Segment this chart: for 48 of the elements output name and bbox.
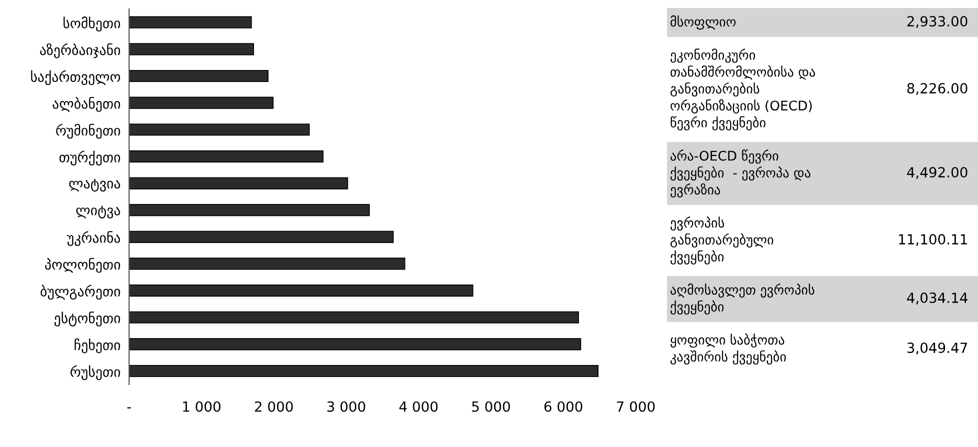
bar [129,204,370,216]
bar [129,70,268,82]
y-tick-label: თურქეთი [60,150,120,166]
y-tick-label: ლიტვა [76,206,120,218]
text: 11,100.11 [899,234,967,246]
y-tick-label: ალბანეთი [52,96,120,112]
y-tick-label: ბულგარეთი [40,284,120,300]
text: 3,049.47 [907,342,968,354]
x-tick-label: 2 000 [254,401,293,412]
y-tick-label: ესტონეთი [54,312,120,326]
text: ევროპის განვითარებული ქვეყნები [670,216,774,264]
text: აღმოსავლეთ ევროპის ქვეყნები [670,283,814,315]
bar [129,177,348,190]
text: 4,034.14 [907,292,968,304]
bar [129,364,598,378]
text: მსოფლიო [670,15,736,30]
bar [129,230,394,243]
y-tick-label: საქართველო [31,70,120,86]
text: ყოფილი საბჭოთა კავშირის ქვეყნები [670,333,786,365]
y-tick-label: უკრაინა [66,231,120,246]
y-tick-label: ჩეხეთი [74,338,120,354]
y-tick-label: ლატვია [69,178,120,192]
bar [129,284,474,297]
bar [129,311,579,324]
y-tick-label: სომხეთი [64,16,120,32]
bar [129,338,582,350]
bar [129,43,254,56]
text: 2,933.00 [907,16,968,28]
y-tick-label: აზერბაიჯანი [40,43,120,58]
y-tick-label: პოლონეთი [45,258,120,273]
bar [129,124,310,136]
x-tick-label: 6 000 [544,401,582,412]
bar [129,16,252,28]
bar [129,96,274,109]
bar [129,150,324,162]
text: ეკონომიკური თანამშრომლობისა და განვითარების ორგანიზაციის (OECD) წევრი ქვეყნები [670,48,815,130]
x-tick-label: 7 000 [616,401,655,412]
y-tick-label: რუსეთი [70,365,120,380]
y-tick-label: რუმინეთი [56,124,120,139]
x-tick-label: 1 000 [183,401,220,412]
text: 8,226.00 [907,83,968,95]
x-tick-label: 5 000 [472,401,510,412]
x-tick-label: 4 000 [399,401,438,412]
x-tick-label: - [127,407,131,408]
bar [129,258,406,270]
x-tick-label: 3 000 [327,401,366,412]
text: არა-OECD წევრი ქვეყნები - ევროპა და ევრაზია [670,149,810,198]
text: 4,492.00 [907,167,968,179]
